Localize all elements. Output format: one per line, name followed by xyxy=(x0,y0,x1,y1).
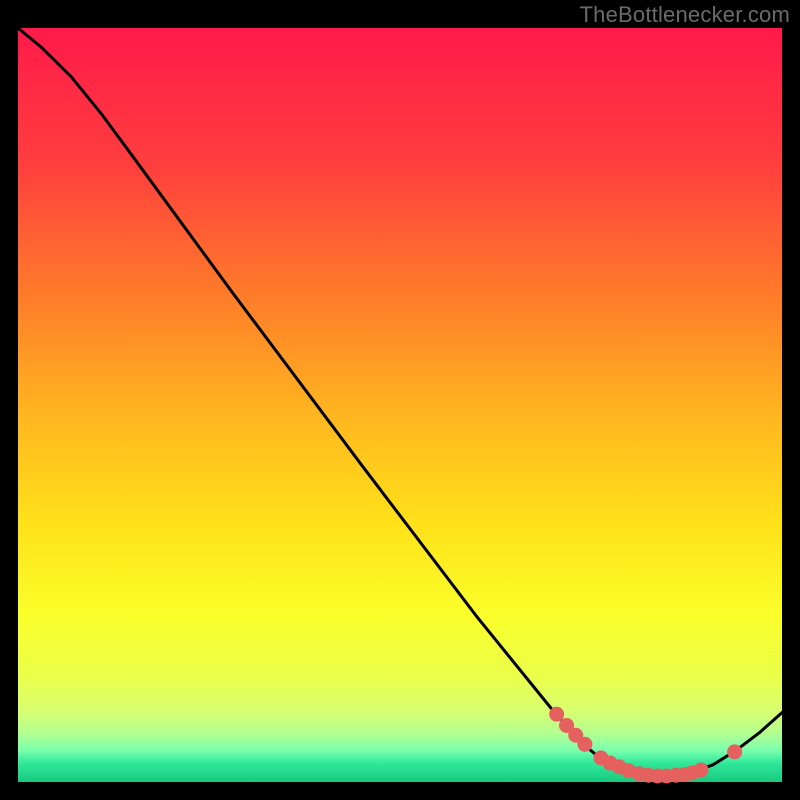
gradient-line-chart xyxy=(0,0,800,800)
watermark-text: TheBottlenecker.com xyxy=(580,2,790,28)
chart-canvas: TheBottlenecker.com xyxy=(0,0,800,800)
curve-marker xyxy=(694,763,708,777)
curve-marker xyxy=(578,737,592,751)
curve-marker xyxy=(728,745,742,759)
plot-background xyxy=(18,28,782,782)
curve-marker xyxy=(550,707,564,721)
